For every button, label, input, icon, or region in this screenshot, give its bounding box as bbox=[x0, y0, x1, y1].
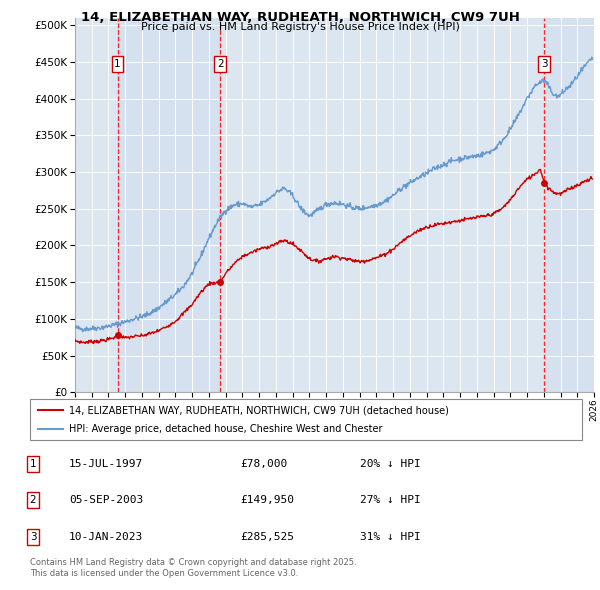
Text: HPI: Average price, detached house, Cheshire West and Chester: HPI: Average price, detached house, Ches… bbox=[68, 424, 382, 434]
Text: 2: 2 bbox=[29, 496, 37, 505]
Text: Price paid vs. HM Land Registry's House Price Index (HPI): Price paid vs. HM Land Registry's House … bbox=[140, 22, 460, 32]
Bar bbox=[544, 18, 594, 392]
Text: Contains HM Land Registry data © Crown copyright and database right 2025.
This d: Contains HM Land Registry data © Crown c… bbox=[30, 558, 356, 578]
Text: 3: 3 bbox=[541, 59, 548, 69]
Text: 27% ↓ HPI: 27% ↓ HPI bbox=[360, 496, 421, 505]
Text: £285,525: £285,525 bbox=[240, 532, 294, 542]
Text: 31% ↓ HPI: 31% ↓ HPI bbox=[360, 532, 421, 542]
Bar bbox=[118, 18, 220, 392]
Text: 14, ELIZABETHAN WAY, RUDHEATH, NORTHWICH, CW9 7UH: 14, ELIZABETHAN WAY, RUDHEATH, NORTHWICH… bbox=[80, 11, 520, 24]
Text: 14, ELIZABETHAN WAY, RUDHEATH, NORTHWICH, CW9 7UH (detached house): 14, ELIZABETHAN WAY, RUDHEATH, NORTHWICH… bbox=[68, 405, 449, 415]
Text: 2: 2 bbox=[217, 59, 223, 69]
Text: 1: 1 bbox=[114, 59, 121, 69]
Text: 3: 3 bbox=[29, 532, 37, 542]
Text: £149,950: £149,950 bbox=[240, 496, 294, 505]
Text: 05-SEP-2003: 05-SEP-2003 bbox=[69, 496, 143, 505]
Text: 20% ↓ HPI: 20% ↓ HPI bbox=[360, 459, 421, 468]
Text: 15-JUL-1997: 15-JUL-1997 bbox=[69, 459, 143, 468]
Text: 10-JAN-2023: 10-JAN-2023 bbox=[69, 532, 143, 542]
Text: 1: 1 bbox=[29, 459, 37, 468]
Text: £78,000: £78,000 bbox=[240, 459, 287, 468]
